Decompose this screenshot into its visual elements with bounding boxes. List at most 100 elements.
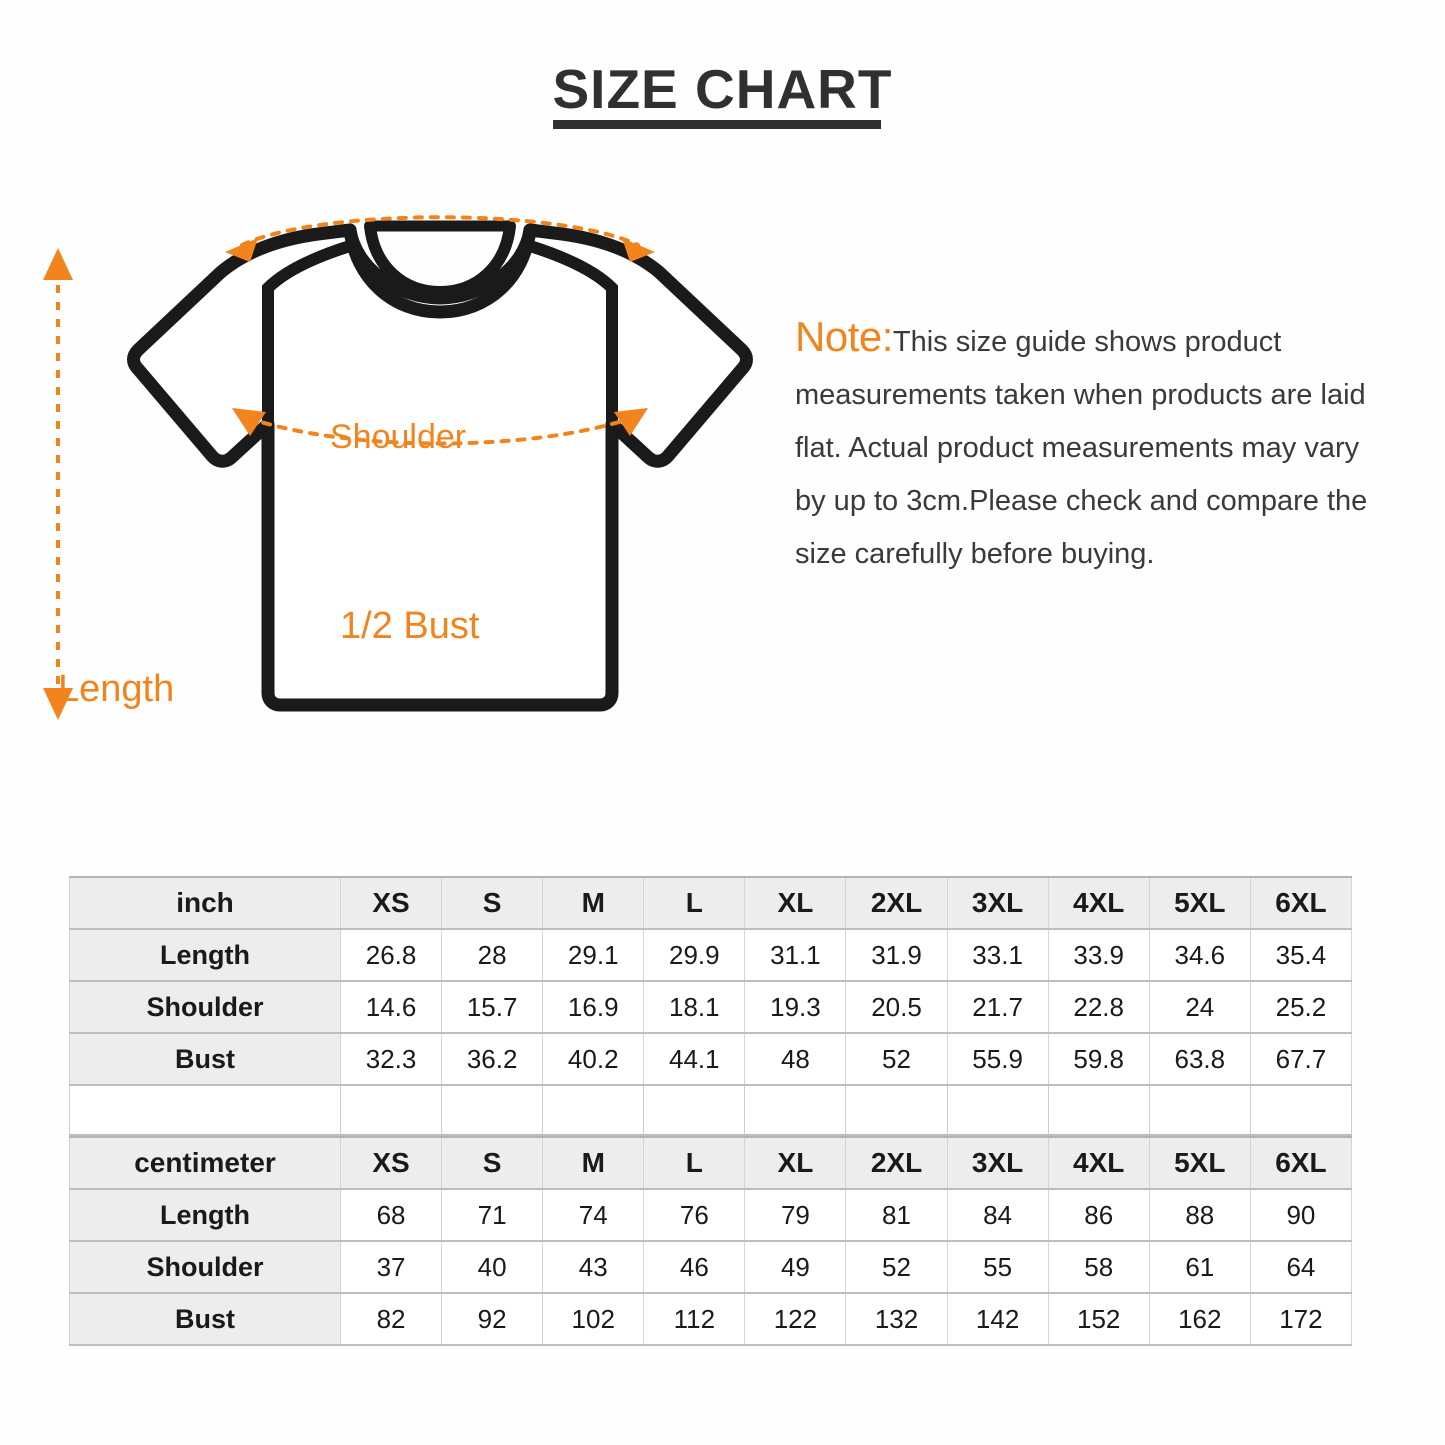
table-cell: 92 bbox=[441, 1293, 544, 1346]
table-cell: 44.1 bbox=[643, 1033, 746, 1086]
table-cell: 79 bbox=[744, 1189, 847, 1242]
separator-cell bbox=[441, 1086, 544, 1136]
table-cell: 82 bbox=[340, 1293, 443, 1346]
separator-cell bbox=[643, 1086, 746, 1136]
inch-column-header-m: M bbox=[542, 877, 645, 930]
table-cell: 90 bbox=[1250, 1189, 1353, 1242]
table-row: Bust 32.3 36.2 40.2 44.1 48 52 55.9 59.8 63.8 67.7 bbox=[69, 1033, 1353, 1086]
table-cell: 20.5 bbox=[845, 981, 948, 1034]
cm-column-header-xs: XS bbox=[340, 1137, 443, 1190]
inch-column-header-6xl: 6XL bbox=[1250, 877, 1353, 930]
table-cell: 40 bbox=[441, 1241, 544, 1294]
inch-unit-header: inch bbox=[69, 877, 341, 930]
table-cell: 43 bbox=[542, 1241, 645, 1294]
table-cell: 15.7 bbox=[441, 981, 544, 1034]
table-cell: 18.1 bbox=[643, 981, 746, 1034]
inch-column-header-5xl: 5XL bbox=[1149, 877, 1251, 930]
table-cell: 52 bbox=[845, 1033, 948, 1086]
table-cell: 112 bbox=[643, 1293, 746, 1346]
table-cell: 55 bbox=[947, 1241, 1049, 1294]
separator-cell bbox=[1048, 1086, 1150, 1136]
inch-header-row: inch XS S M L XL 2XL 3XL 4XL 5XL 6XL bbox=[69, 877, 1353, 930]
table-cell: 122 bbox=[744, 1293, 847, 1346]
table-cell: 21.7 bbox=[947, 981, 1049, 1034]
table-row: Length 26.8 28 29.1 29.9 31.1 31.9 33.1 33.9 34.6… bbox=[69, 929, 1353, 982]
table-cell: 63.8 bbox=[1149, 1033, 1251, 1086]
table-cell: 68 bbox=[340, 1189, 443, 1242]
table-cell: 28 bbox=[441, 929, 544, 982]
separator-cell bbox=[1250, 1086, 1353, 1136]
table-cell: 31.9 bbox=[845, 929, 948, 982]
inch-size-table: inch XS S M L XL 2XL 3XL 4XL 5XL 6XL Length 26.8 28 29… bbox=[69, 876, 1353, 1086]
shoulder-measure-arrow bbox=[225, 215, 655, 262]
separator-cell bbox=[542, 1086, 645, 1136]
title-block: SIZE CHART bbox=[0, 58, 1445, 129]
cm-row-label-length: Length bbox=[69, 1189, 341, 1242]
inch-column-header-4xl: 4XL bbox=[1048, 877, 1150, 930]
table-cell: 59.8 bbox=[1048, 1033, 1150, 1086]
cm-column-header-6xl: 6XL bbox=[1250, 1137, 1353, 1190]
cm-header-row: centimeter XS S M L XL 2XL 3XL 4XL 5XL 6XL bbox=[69, 1137, 1353, 1190]
inch-column-header-3xl: 3XL bbox=[947, 877, 1049, 930]
page-title: SIZE CHART bbox=[552, 58, 893, 120]
table-row: Length 68 71 74 76 79 81 84 86 88 90 bbox=[69, 1189, 1353, 1242]
table-cell: 64 bbox=[1250, 1241, 1353, 1294]
table-cell: 25.2 bbox=[1250, 981, 1353, 1034]
inch-row-label-shoulder: Shoulder bbox=[69, 981, 341, 1034]
table-cell: 33.9 bbox=[1048, 929, 1150, 982]
table-cell: 37 bbox=[340, 1241, 443, 1294]
table-cell: 88 bbox=[1149, 1189, 1251, 1242]
table-cell: 26.8 bbox=[340, 929, 443, 982]
table-cell: 58 bbox=[1048, 1241, 1150, 1294]
table-cell: 29.9 bbox=[643, 929, 746, 982]
inch-column-header-2xl: 2XL bbox=[845, 877, 948, 930]
table-cell: 33.1 bbox=[947, 929, 1049, 982]
separator-cell bbox=[845, 1086, 948, 1136]
table-cell: 49 bbox=[744, 1241, 847, 1294]
table-row: Shoulder 37 40 43 46 49 52 55 58 61 64 bbox=[69, 1241, 1353, 1294]
table-cell: 48 bbox=[744, 1033, 847, 1086]
cm-column-header-m: M bbox=[542, 1137, 645, 1190]
note-paragraph: Note:This size guide shows product measu… bbox=[795, 310, 1395, 581]
table-cell: 46 bbox=[643, 1241, 746, 1294]
table-cell: 29.1 bbox=[542, 929, 645, 982]
table-cell: 40.2 bbox=[542, 1033, 645, 1086]
cm-column-header-l: L bbox=[643, 1137, 746, 1190]
title-underline bbox=[553, 120, 881, 129]
table-cell: 32.3 bbox=[340, 1033, 443, 1086]
inch-row-label-length: Length bbox=[69, 929, 341, 982]
inch-column-header-l: L bbox=[643, 877, 746, 930]
table-cell: 61 bbox=[1149, 1241, 1251, 1294]
length-measure-arrow bbox=[43, 248, 73, 720]
cm-table-body: centimeter XS S M L XL 2XL 3XL 4XL 5XL 6XL Length 68… bbox=[69, 1137, 1353, 1346]
note-block: Note:This size guide shows product measu… bbox=[795, 310, 1395, 581]
centimeter-size-table: centimeter XS S M L XL 2XL 3XL 4XL 5XL 6XL Length 68… bbox=[69, 1136, 1353, 1346]
table-cell: 19.3 bbox=[744, 981, 847, 1034]
table-cell: 76 bbox=[643, 1189, 746, 1242]
table-cell: 16.9 bbox=[542, 981, 645, 1034]
inch-row-label-bust: Bust bbox=[69, 1033, 341, 1086]
bust-measure-arrow bbox=[232, 408, 648, 446]
table-cell: 35.4 bbox=[1250, 929, 1353, 982]
inch-column-header-xl: XL bbox=[744, 877, 847, 930]
cm-column-header-3xl: 3XL bbox=[947, 1137, 1049, 1190]
inch-column-header-xs: XS bbox=[340, 877, 443, 930]
table-cell: 142 bbox=[947, 1293, 1049, 1346]
separator-cell bbox=[744, 1086, 847, 1136]
table-cell: 74 bbox=[542, 1189, 645, 1242]
length-label: Length bbox=[58, 668, 175, 710]
table-cell: 67.7 bbox=[1250, 1033, 1353, 1086]
table-cell: 31.1 bbox=[744, 929, 847, 982]
tshirt-outline-icon bbox=[43, 215, 753, 720]
table-cell: 172 bbox=[1250, 1293, 1353, 1346]
shoulder-label: Shoulder bbox=[330, 418, 467, 456]
cm-column-header-2xl: 2XL bbox=[845, 1137, 948, 1190]
table-cell: 55.9 bbox=[947, 1033, 1049, 1086]
cm-row-label-bust: Bust bbox=[69, 1293, 341, 1346]
cm-column-header-5xl: 5XL bbox=[1149, 1137, 1251, 1190]
table-cell: 14.6 bbox=[340, 981, 443, 1034]
table-cell: 152 bbox=[1048, 1293, 1150, 1346]
table-cell: 102 bbox=[542, 1293, 645, 1346]
table-row: Shoulder 14.6 15.7 16.9 18.1 19.3 20.5 21.7 22.8… bbox=[69, 981, 1353, 1034]
half-bust-label: 1/2 Bust bbox=[340, 605, 480, 647]
